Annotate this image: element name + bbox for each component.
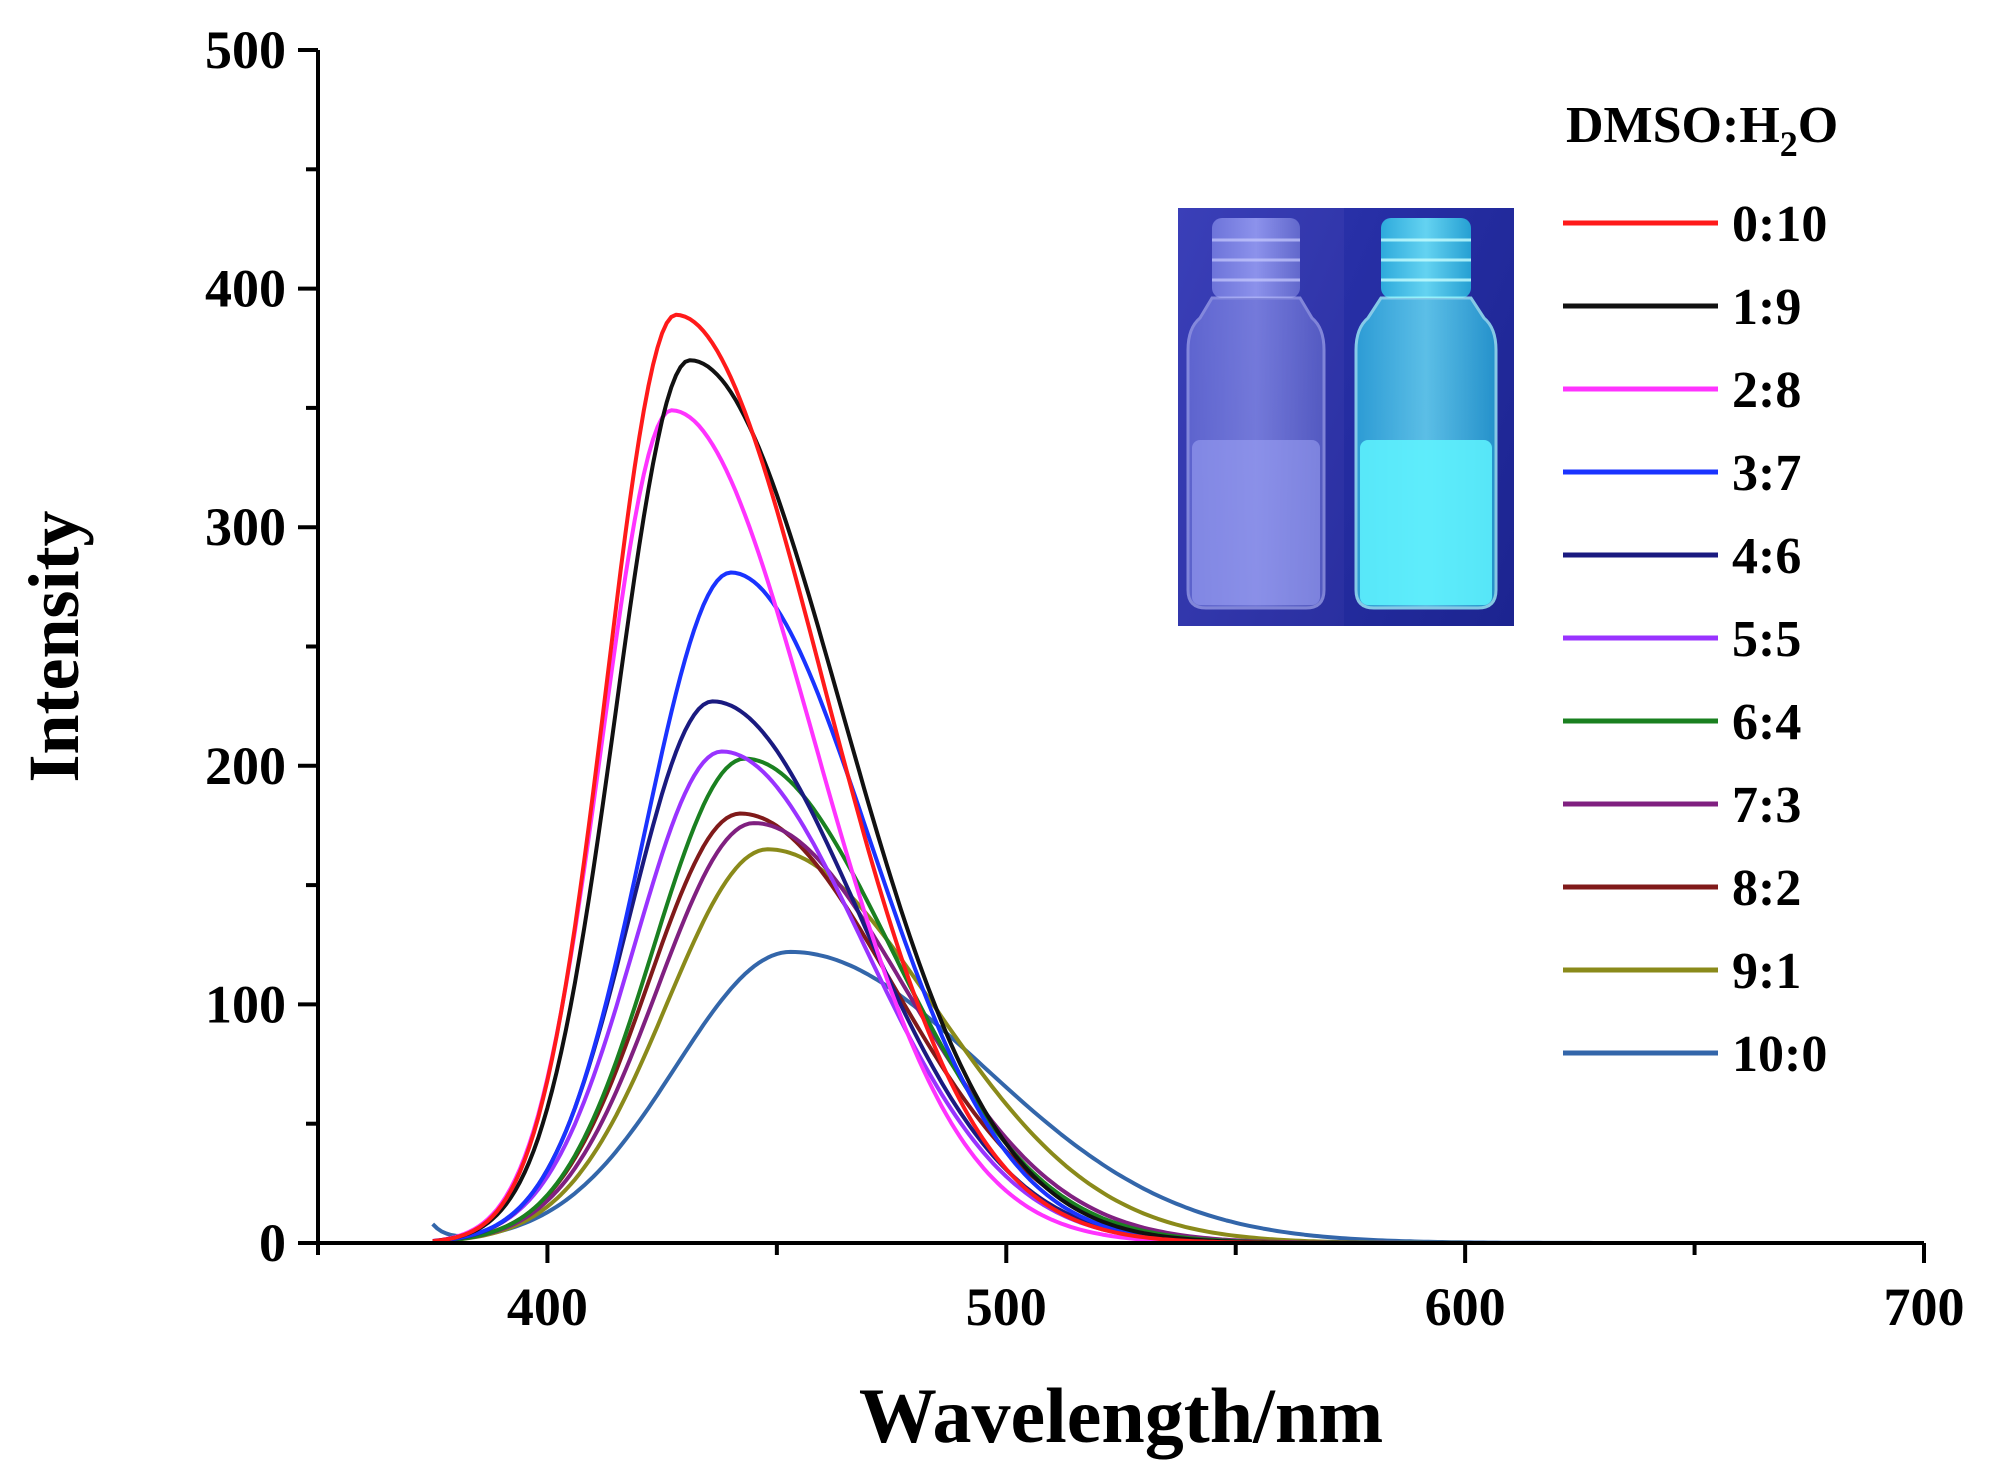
legend-label: 9:1 <box>1732 943 1801 1000</box>
series-line-5-5 <box>432 749 1924 1245</box>
x-tick-label: 500 <box>966 1277 1047 1337</box>
legend-title: DMSO:H2O <box>1566 97 1838 164</box>
y-axis-title: Intensity <box>14 510 94 782</box>
y-tick-label: 500 <box>205 20 286 80</box>
y-tick-label: 300 <box>205 497 286 557</box>
legend-label: 3:7 <box>1732 445 1801 502</box>
legend: DMSO:H2O 0:10 1:9 2:8 3:7 4:6 5:5 6:4 7:3 8:2 9:1… <box>1563 97 1838 1083</box>
y-tick-label: 400 <box>205 259 286 319</box>
axes: 0 100 200 300 400 500 400 500 600 700 Wavelength/n… <box>14 20 1965 1459</box>
legend-label: 8:2 <box>1732 860 1801 917</box>
legend-label: 2:8 <box>1732 362 1801 419</box>
x-tick-label: 400 <box>507 1277 588 1337</box>
legend-label: 1:9 <box>1732 279 1801 336</box>
series-line-9-1 <box>432 847 1924 1245</box>
inset-vial-photo <box>1178 208 1514 626</box>
legend-label: 4:6 <box>1732 528 1801 585</box>
legend-label: 6:4 <box>1732 694 1801 751</box>
series-line-6-4 <box>432 756 1924 1245</box>
vial-left-icon <box>1186 218 1326 610</box>
x-axis-title: Wavelength/nm <box>859 1372 1383 1459</box>
legend-label: 0:10 <box>1732 196 1827 253</box>
legend-label: 7:3 <box>1732 777 1801 834</box>
vial-right-icon <box>1354 218 1498 610</box>
legend-label: 5:5 <box>1732 611 1801 668</box>
series-line-3-7 <box>432 570 1924 1245</box>
x-tick-label: 700 <box>1884 1277 1965 1337</box>
x-tick-label: 600 <box>1425 1277 1506 1337</box>
y-tick-label: 0 <box>259 1213 286 1273</box>
y-tick-label: 100 <box>205 974 286 1034</box>
y-tick-label: 200 <box>205 736 286 796</box>
legend-label: 10:0 <box>1732 1026 1827 1083</box>
